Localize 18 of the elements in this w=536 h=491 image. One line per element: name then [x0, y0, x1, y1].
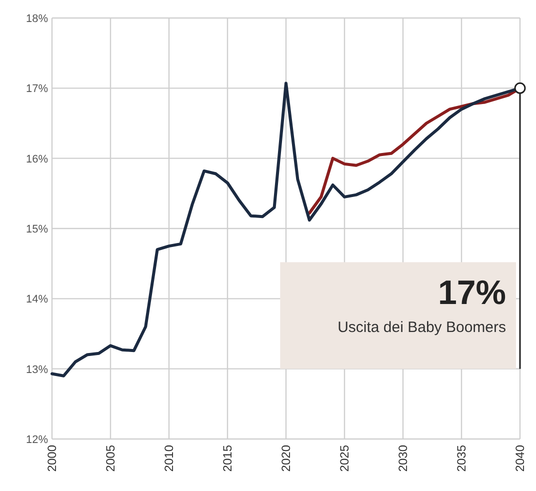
y-tick-label: 13%	[26, 364, 48, 376]
x-tick-label: 2000	[45, 444, 59, 472]
x-tick-label: 2040	[513, 444, 527, 472]
y-tick-label: 17%	[26, 83, 48, 96]
y-tick-label: 18%	[26, 13, 48, 25]
annotation: 17%	[438, 274, 506, 312]
y-tick-label: 15%	[26, 224, 48, 236]
x-tick-label: 2030	[396, 444, 410, 472]
annotation: Uscita dei Baby Boomers	[338, 319, 506, 336]
y-tick-label: 14%	[26, 294, 48, 306]
x-tick-label: 2025	[338, 444, 352, 472]
x-tick-label: 2020	[279, 444, 293, 472]
x-tick-label: 2015	[220, 444, 234, 472]
y-tick-label: 12%	[26, 434, 48, 446]
y-tick-label: 16%	[26, 153, 48, 166]
x-tick-label: 2005	[104, 444, 118, 472]
x-tick-label: 2035	[454, 444, 468, 472]
x-tick-label: 2010	[162, 444, 176, 472]
